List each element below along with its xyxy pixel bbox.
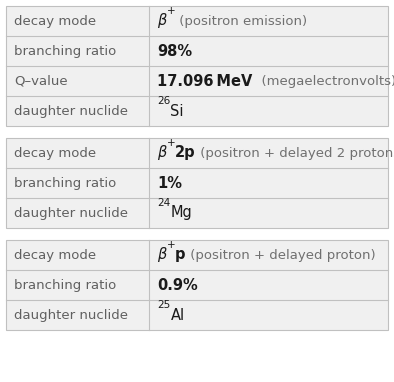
Text: decay mode: decay mode <box>14 249 96 262</box>
Bar <box>6 240 388 330</box>
Bar <box>6 138 388 228</box>
Text: +: + <box>167 138 175 148</box>
Text: 17.096 MeV: 17.096 MeV <box>157 73 253 89</box>
Text: 2p: 2p <box>175 146 196 160</box>
Text: Q–value: Q–value <box>14 74 68 87</box>
Text: β: β <box>157 13 167 29</box>
Text: β: β <box>157 146 167 160</box>
Text: branching ratio: branching ratio <box>14 44 116 58</box>
Text: 0.9%: 0.9% <box>157 277 198 293</box>
Text: (positron + delayed proton): (positron + delayed proton) <box>186 249 375 262</box>
Text: 24: 24 <box>157 198 171 209</box>
Text: 25: 25 <box>157 300 171 311</box>
Text: daughter nuclide: daughter nuclide <box>14 207 128 220</box>
Text: (positron + delayed 2 protons): (positron + delayed 2 protons) <box>196 147 394 160</box>
Text: +: + <box>167 6 175 16</box>
Text: Al: Al <box>171 308 185 322</box>
Text: daughter nuclide: daughter nuclide <box>14 309 128 322</box>
Text: decay mode: decay mode <box>14 147 96 160</box>
Text: (positron emission): (positron emission) <box>175 15 307 28</box>
Text: daughter nuclide: daughter nuclide <box>14 105 128 118</box>
Text: β: β <box>157 248 167 262</box>
Text: decay mode: decay mode <box>14 15 96 28</box>
Text: +: + <box>167 240 175 250</box>
Text: 1%: 1% <box>157 175 182 191</box>
Bar <box>6 6 388 126</box>
Text: (megaelectronvolts): (megaelectronvolts) <box>253 74 394 87</box>
Text: Mg: Mg <box>171 206 192 220</box>
Text: p: p <box>175 248 186 262</box>
Text: 26: 26 <box>157 96 171 107</box>
Text: 98%: 98% <box>157 44 192 58</box>
Text: branching ratio: branching ratio <box>14 176 116 189</box>
Text: branching ratio: branching ratio <box>14 278 116 291</box>
Text: Si: Si <box>171 104 184 118</box>
